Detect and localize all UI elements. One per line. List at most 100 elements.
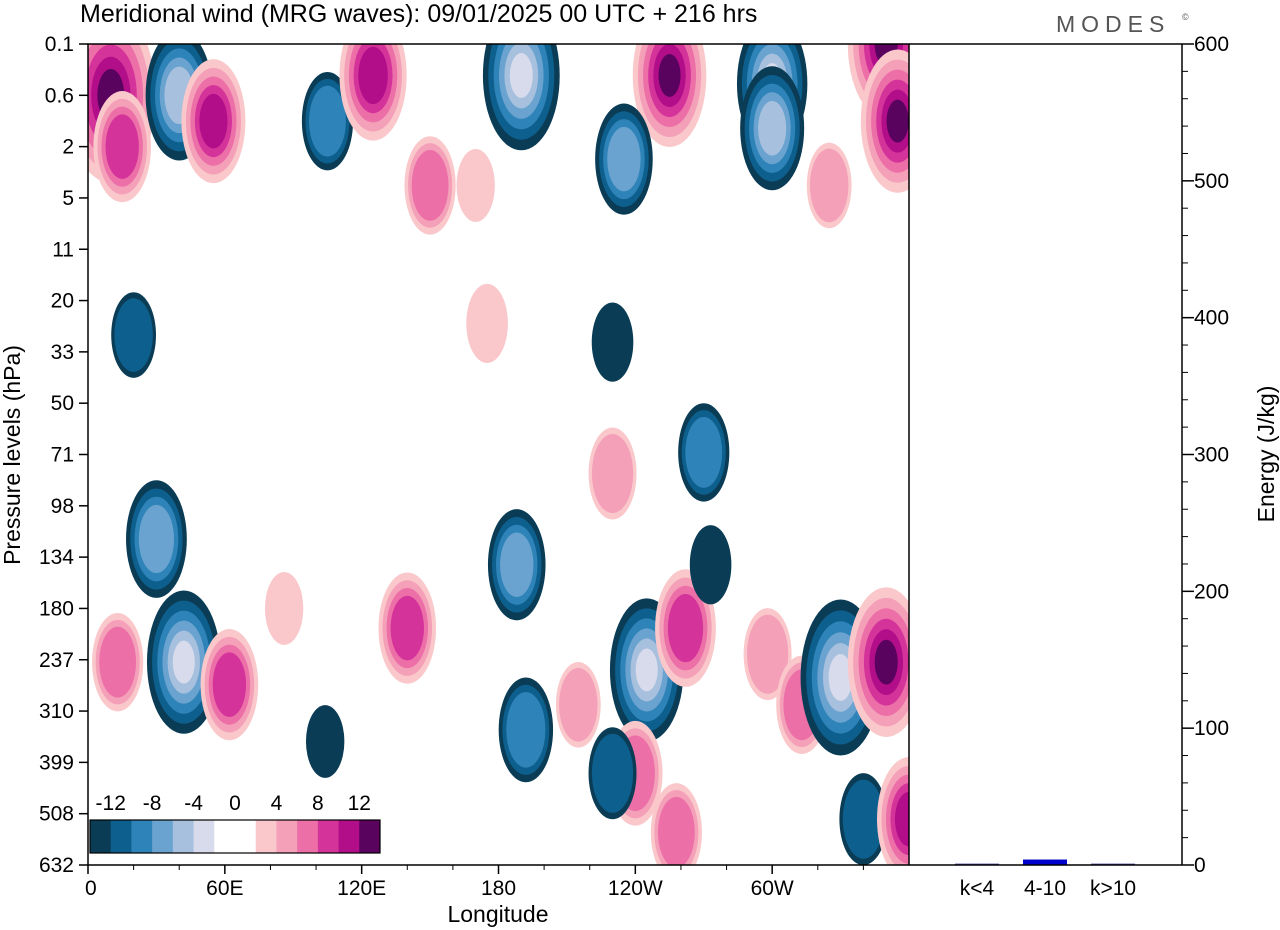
wind-feature (555, 661, 601, 748)
colorbar-label: -4 (184, 792, 203, 815)
y-tick-label: 11 (52, 238, 74, 261)
colorbar-label: -8 (143, 792, 162, 815)
x-tick-label: 120E (337, 877, 386, 900)
contour-band (658, 53, 681, 97)
wind-feature (111, 292, 157, 378)
wind-feature (181, 59, 246, 184)
contour-band (559, 667, 598, 742)
contour-band (506, 692, 546, 768)
contour-band (305, 705, 345, 778)
pressure-axis: 0.1 0.6 2 5 11 20 33 50 71 98 134 180 237 310 399 508 63… (39, 33, 88, 877)
energy-tick-label: 600 (1194, 33, 1229, 56)
wind-feature (591, 302, 634, 382)
y-tick-label: 134 (39, 546, 74, 569)
contour-band (894, 791, 909, 847)
contour-band (105, 114, 139, 179)
contour-band (114, 298, 153, 372)
x-tick-label: 60W (751, 877, 794, 900)
contour-band (828, 654, 853, 701)
energy-category-label: k>10 (1090, 877, 1136, 900)
y-tick-label: 508 (39, 803, 74, 826)
wind-feature (466, 283, 508, 364)
y-tick-label: 5 (62, 187, 74, 210)
wind-feature (487, 509, 546, 621)
contour-band (746, 614, 789, 694)
wind-feature (93, 91, 152, 203)
wind-feature (200, 629, 259, 741)
contour-band (667, 593, 704, 663)
wind-feature (378, 572, 437, 684)
contour-band (886, 99, 909, 143)
contour-band (689, 525, 732, 605)
wind-feature (877, 757, 909, 865)
contour-band (758, 100, 787, 156)
y-tick-label: 399 (39, 751, 74, 774)
contour-band (607, 126, 641, 192)
energy-tick-label: 0 (1194, 854, 1206, 877)
energy-axis-label: Energy (J/kg) (1253, 386, 1279, 523)
colorbar-swatch (152, 820, 174, 853)
wind-feature (839, 773, 888, 865)
wind-feature (860, 49, 909, 193)
colorbar-swatch (317, 820, 340, 853)
contour-band (309, 85, 346, 157)
colorbar-label: 4 (271, 792, 283, 815)
contour-band (172, 640, 195, 684)
wind-feature (689, 525, 732, 605)
wind-heatmap (88, 44, 909, 865)
wind-feature (806, 142, 852, 229)
contour-band (809, 148, 849, 223)
wind-feature (595, 103, 653, 215)
contour-band (390, 595, 424, 661)
colorbar-swatch (110, 820, 132, 853)
y-tick-label: 0.6 (45, 84, 74, 107)
contour-band (657, 796, 695, 865)
contour-band (466, 283, 508, 364)
colorbar-label: 12 (348, 792, 371, 815)
colorbar-swatch (214, 820, 236, 853)
y-tick-label: 20 (51, 290, 74, 313)
contour-band (358, 46, 388, 105)
y-tick-label: 71 (51, 444, 74, 467)
wind-feature (146, 590, 221, 734)
energy-tick-label: 300 (1194, 444, 1229, 467)
contour-band (456, 149, 495, 222)
wind-feature (632, 44, 707, 148)
colorbar-frame (89, 819, 381, 854)
contour-band (500, 532, 534, 597)
wind-feature (301, 71, 354, 171)
contour-band (411, 150, 449, 221)
wind-feature (847, 587, 909, 737)
energy-category-label: 4-10 (1024, 877, 1066, 900)
contour-band (509, 53, 533, 98)
colorbar-swatch (255, 820, 277, 853)
wind-feature (404, 136, 456, 235)
contour-band (138, 504, 175, 574)
y-tick-label: 237 (39, 649, 74, 672)
contour-band (199, 93, 228, 149)
contour-band (842, 779, 885, 859)
x-tick-label: 120W (608, 877, 663, 900)
energy-tick-label: 100 (1194, 717, 1229, 740)
y-tick-label: 50 (51, 392, 74, 415)
contour-band (99, 626, 137, 698)
brand-mark: © (1182, 12, 1189, 22)
y-tick-label: 98 (51, 495, 74, 518)
x-axis-label: Longitude (447, 901, 548, 927)
wind-feature (92, 612, 144, 712)
colorbar-label: -12 (96, 792, 126, 815)
y-tick-label: 0.1 (45, 33, 74, 56)
wind-feature (678, 403, 730, 502)
wind-feature (126, 480, 187, 598)
energy-bar (1023, 859, 1067, 865)
energy-category-label: k<4 (960, 877, 995, 900)
wind-feature (740, 66, 805, 191)
wind-feature (339, 44, 407, 141)
wind-feature (588, 727, 637, 820)
contour-band (591, 302, 634, 382)
contour-band (264, 572, 304, 645)
colorbar-swatch (131, 820, 153, 853)
contour-band (685, 417, 723, 488)
contour-band (874, 639, 898, 685)
colorbar-swatch (193, 820, 215, 853)
